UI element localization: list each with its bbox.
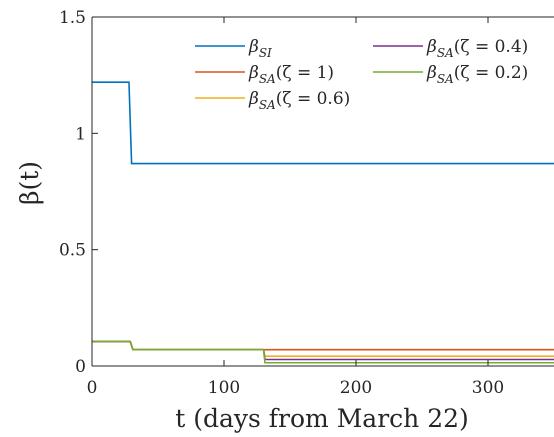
legend-item-2: βSA(ζ = 0.6)	[195, 89, 350, 112]
legend-label: βSA(ζ = 1)	[248, 63, 334, 86]
legend-item-4: βSA(ζ = 0.2)	[373, 63, 528, 86]
x-tick-label: 300	[472, 378, 504, 398]
legend-label: βSI	[248, 37, 272, 60]
y-tick-label: 1	[75, 124, 86, 144]
y-tick-label: 0	[75, 357, 86, 377]
y-tick-label: 1.5	[59, 8, 86, 28]
series-line-4	[92, 340, 554, 364]
series-line-0	[92, 81, 554, 165]
plot-lines	[92, 81, 554, 364]
x-tick-label: 100	[208, 378, 240, 398]
legend-label: βSA(ζ = 0.6)	[248, 89, 350, 112]
y-tick-label: 0.5	[59, 241, 86, 261]
series-line-2	[92, 340, 554, 358]
x-axis-label: t (days from March 22)	[175, 404, 469, 433]
y-axis-label: β(t)	[15, 161, 44, 205]
legend-label: βSA(ζ = 0.2)	[426, 63, 528, 86]
legend-item-3: βSA(ζ = 0.4)	[373, 37, 528, 60]
series-line-1	[92, 340, 554, 351]
legend: βSI βSA(ζ = 1) βSA(ζ = 0.6) βSA(ζ = 0.4) βSA…	[195, 37, 528, 112]
legend-item-1: βSA(ζ = 1)	[195, 63, 334, 86]
legend-label: βSA(ζ = 0.4)	[426, 37, 528, 60]
x-tick-label: 0	[87, 378, 98, 398]
axes: 0 100 200 300 0 0.5 1 1.5	[59, 8, 554, 398]
x-tick-label: 200	[340, 378, 372, 398]
legend-item-0: βSI	[195, 37, 272, 60]
